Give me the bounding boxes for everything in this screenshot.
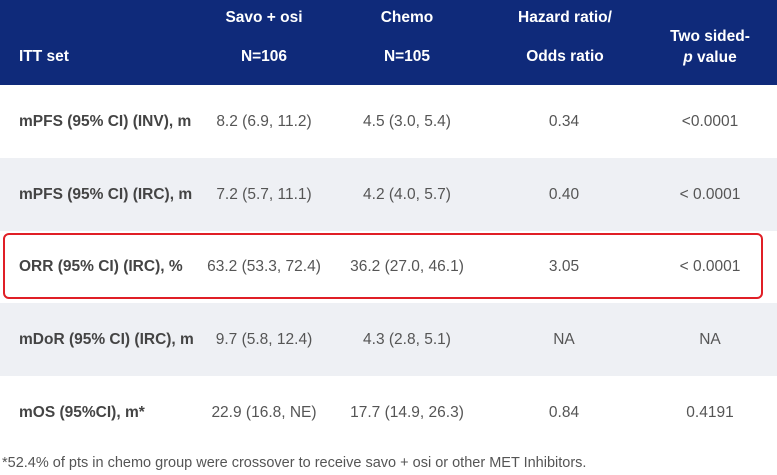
table-row: mPFS (95% CI) (INV), m 8.2 (6.9, 11.2) 4…	[0, 85, 777, 158]
header-ratio-line2: Odds ratio	[526, 48, 604, 65]
savo-osi-value: 7.2 (5.7, 11.1)	[216, 186, 312, 203]
header-p-rest: value	[692, 49, 737, 66]
table-row: mDoR (95% CI) (IRC), m 9.7 (5.8, 12.4) 4…	[0, 303, 777, 376]
savo-osi-value: 63.2 (53.3, 72.4)	[207, 258, 321, 275]
header-p-value-line1: Two sided-	[670, 28, 750, 45]
chemo-value: 36.2 (27.0, 46.1)	[350, 258, 464, 275]
savo-osi-value: 22.9 (16.8, NE)	[211, 404, 317, 421]
row-label: mOS (95%CI), m*	[19, 404, 145, 421]
header-chemo-line2: N=105	[383, 48, 431, 65]
header-p-italic: p	[683, 49, 693, 66]
p-value: < 0.0001	[679, 258, 741, 275]
chemo-value: 17.7 (14.9, 26.3)	[350, 404, 464, 421]
table-header: ITT set Savo + osi N=106 Chemo N=105 Haz…	[0, 0, 777, 85]
table-row: mOS (95%CI), m* 22.9 (16.8, NE) 17.7 (14…	[0, 376, 777, 449]
header-chemo-line1: Chemo	[380, 9, 434, 26]
p-value: <0.0001	[681, 113, 739, 130]
chemo-value: 4.3 (2.8, 5.1)	[363, 331, 451, 348]
ratio-value: NA	[553, 331, 575, 348]
header-savo-osi-line1: Savo + osi	[225, 9, 303, 26]
chemo-value: 4.5 (3.0, 5.4)	[363, 113, 451, 130]
ratio-value: 0.34	[548, 113, 580, 130]
p-value: NA	[699, 331, 721, 348]
p-value: 0.4191	[686, 404, 734, 421]
table-row: mPFS (95% CI) (IRC), m 7.2 (5.7, 11.1) 4…	[0, 158, 777, 231]
chemo-value: 4.2 (4.0, 5.7)	[363, 186, 451, 203]
ratio-value: 0.84	[548, 404, 580, 421]
row-label: mDoR (95% CI) (IRC), m	[19, 331, 194, 348]
p-value: < 0.0001	[679, 186, 741, 203]
row-label: mPFS (95% CI) (IRC), m	[19, 186, 193, 203]
ratio-value: 0.40	[548, 186, 580, 203]
row-label: ORR (95% CI) (IRC), %	[19, 258, 183, 275]
footnote: *52.4% of pts in chemo group were crosso…	[2, 455, 587, 471]
header-savo-osi-line2: N=106	[240, 48, 288, 65]
savo-osi-value: 8.2 (6.9, 11.2)	[216, 113, 312, 130]
row-label: mPFS (95% CI) (INV), m	[19, 113, 192, 130]
savo-osi-value: 9.7 (5.8, 12.4)	[215, 331, 313, 348]
header-p-value-line2: p value	[645, 48, 775, 68]
table-row: ORR (95% CI) (IRC), % 63.2 (53.3, 72.4) …	[0, 230, 777, 303]
header-itt-set: ITT set	[19, 48, 69, 65]
header-ratio-line1: Hazard ratio/	[518, 9, 612, 26]
ratio-value: 3.05	[548, 258, 580, 275]
